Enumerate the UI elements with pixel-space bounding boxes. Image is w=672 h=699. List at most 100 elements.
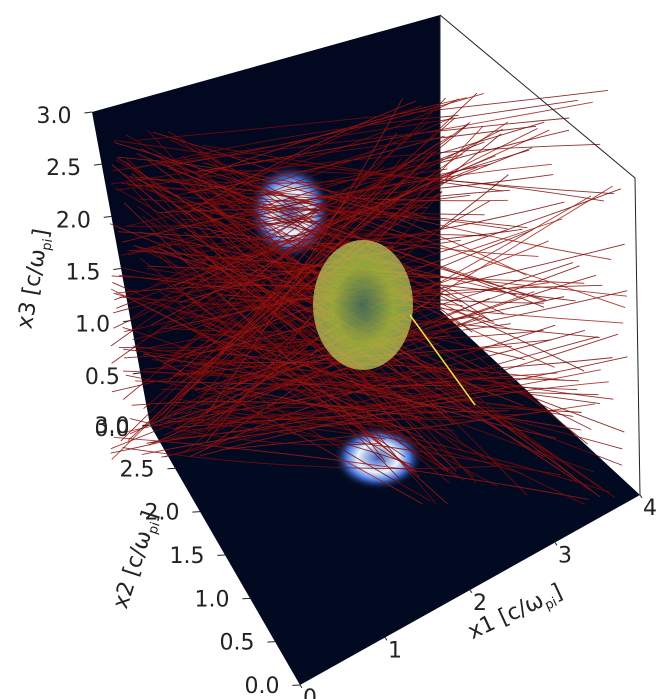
field-line xyxy=(201,377,580,395)
z-tick-label: 1.5 xyxy=(66,261,101,286)
field-line xyxy=(125,374,448,413)
y-tick-label: 3.0 xyxy=(95,414,130,439)
axes: 0.00.51.01.52.02.53.00.00.51.01.52.02.53… xyxy=(37,104,658,699)
y-tick-label: 0.0 xyxy=(245,674,280,699)
z-tick-label: 0.0 xyxy=(95,417,130,442)
field-line xyxy=(122,447,502,470)
z-title-sub: pi xyxy=(39,238,56,252)
z-tick xyxy=(113,268,122,270)
field-line xyxy=(219,207,429,236)
field-line xyxy=(151,128,538,326)
field-line xyxy=(133,245,463,307)
x-tick xyxy=(469,589,473,594)
field-line xyxy=(132,188,450,484)
z-tick xyxy=(123,320,131,323)
field-line xyxy=(113,292,522,387)
field-line xyxy=(140,148,505,315)
field-line xyxy=(116,155,496,309)
field-line xyxy=(110,317,485,450)
field-line xyxy=(113,147,533,329)
field-line xyxy=(200,97,468,177)
z-title-text: x3 [c/ω xyxy=(13,247,52,331)
z-tick xyxy=(94,163,102,166)
y-title-text: x2 [c/ω xyxy=(108,528,157,612)
highlight-line xyxy=(409,314,476,406)
z-tick xyxy=(84,111,93,114)
y-tick-label: 1.5 xyxy=(170,544,205,569)
z-tick-label: 1.0 xyxy=(75,313,110,338)
field-line xyxy=(175,154,463,208)
field-line xyxy=(141,419,395,456)
field-line xyxy=(180,198,414,384)
x-tick-label: 2 xyxy=(473,591,487,616)
field-line xyxy=(131,173,395,319)
field-line xyxy=(225,163,491,221)
field-line xyxy=(203,162,612,260)
field-line xyxy=(167,130,473,333)
z-tick xyxy=(103,215,112,218)
field-line xyxy=(123,202,448,505)
field-line xyxy=(160,417,386,440)
field-line xyxy=(201,315,482,439)
field-line xyxy=(191,421,561,476)
y-tick-label: 0.5 xyxy=(220,631,255,656)
x-tick xyxy=(299,684,303,689)
field-line xyxy=(168,116,454,230)
field-line xyxy=(149,324,556,444)
field-line xyxy=(110,288,423,439)
field-line xyxy=(153,141,485,286)
z-tick-label: 2.5 xyxy=(46,156,81,181)
field-line xyxy=(164,117,570,165)
field-line xyxy=(122,163,552,243)
z-tick-label: 3.0 xyxy=(37,104,72,129)
field-line xyxy=(139,198,485,216)
field-line xyxy=(206,210,414,238)
field-line xyxy=(161,92,478,416)
field-line xyxy=(159,228,437,371)
field-line xyxy=(201,144,504,192)
field-line xyxy=(113,139,615,195)
field-line xyxy=(167,178,545,308)
z-tick-label: 2.0 xyxy=(56,208,91,233)
field-line xyxy=(188,373,419,458)
field-line xyxy=(139,176,509,202)
field-line xyxy=(184,100,416,216)
y-tick-label: 1.0 xyxy=(195,587,230,612)
y-axis-title: x2 [c/ωpi] xyxy=(108,508,166,613)
field-line xyxy=(197,101,593,173)
x-tick xyxy=(639,494,643,499)
field-line xyxy=(199,381,609,457)
field-line xyxy=(122,326,397,435)
field-line xyxy=(162,97,446,366)
field-line xyxy=(199,339,424,391)
field-line xyxy=(206,98,403,414)
field-line xyxy=(223,129,570,227)
x-title-sub: pi xyxy=(543,595,560,614)
field-line xyxy=(203,361,432,502)
field-line xyxy=(171,413,528,440)
field-line xyxy=(142,353,582,431)
x-tick xyxy=(384,637,388,641)
x-tick-label: 1 xyxy=(388,639,402,664)
field-line xyxy=(183,233,402,251)
field-line xyxy=(114,166,478,301)
field-line xyxy=(173,252,447,296)
z-tick-label: 0.5 xyxy=(85,365,120,390)
x-tick-label: 0 xyxy=(303,686,317,699)
y-title-sub: pi xyxy=(146,520,164,536)
field-line xyxy=(158,290,498,487)
field-line xyxy=(223,149,530,230)
y-tick-label: 2.5 xyxy=(120,457,155,482)
z-axis-title: x3 [c/ωpi] xyxy=(13,227,58,331)
z-tick xyxy=(132,372,141,375)
field-line xyxy=(173,98,459,197)
field-line xyxy=(161,333,619,458)
field-line xyxy=(167,142,397,213)
field-line xyxy=(220,385,402,428)
box-edge xyxy=(439,14,641,496)
box-frame xyxy=(439,14,641,496)
field-line xyxy=(168,167,546,302)
field-line xyxy=(207,120,429,290)
field-line xyxy=(176,410,509,428)
